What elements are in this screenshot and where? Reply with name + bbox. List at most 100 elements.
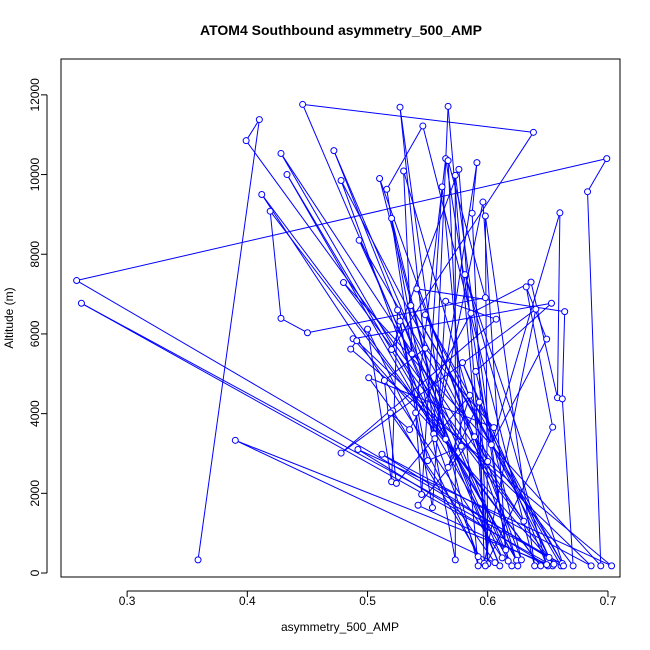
data-point bbox=[457, 442, 465, 450]
data-point bbox=[365, 374, 373, 382]
data-point bbox=[597, 562, 605, 570]
data-point bbox=[459, 359, 467, 367]
series-line-segment bbox=[397, 309, 509, 562]
series-line-segment bbox=[269, 211, 282, 319]
data-point bbox=[303, 329, 311, 337]
plot-frame bbox=[60, 58, 621, 578]
data-point bbox=[277, 314, 285, 322]
x-tick-label: 0.4 bbox=[239, 594, 256, 608]
series-line-segment bbox=[424, 314, 550, 558]
series-line-segment bbox=[464, 274, 564, 567]
data-point bbox=[408, 350, 416, 358]
data-point bbox=[418, 491, 426, 499]
data-point bbox=[532, 305, 540, 313]
series-line-segment bbox=[462, 362, 548, 565]
series-line-segment bbox=[280, 317, 308, 334]
data-point bbox=[502, 546, 510, 554]
series-line-segment bbox=[286, 174, 513, 567]
data-point bbox=[461, 271, 469, 279]
series-line-segment bbox=[368, 377, 394, 412]
x-tick-label: 0.6 bbox=[479, 594, 496, 608]
series-line-segment bbox=[475, 371, 522, 560]
data-point bbox=[490, 424, 498, 432]
series-line-segment bbox=[356, 340, 592, 567]
y-tick-label: 6000 bbox=[28, 320, 42, 347]
series-line-segment bbox=[245, 119, 260, 141]
series-line-segment bbox=[357, 449, 612, 567]
data-point bbox=[547, 299, 555, 307]
series-line-segment bbox=[399, 107, 447, 440]
series-line-segment bbox=[391, 132, 534, 350]
series-line-segment bbox=[340, 180, 489, 462]
data-point bbox=[517, 556, 525, 564]
data-point bbox=[355, 236, 363, 244]
series-line-segment bbox=[416, 288, 565, 313]
series-line-segment bbox=[386, 125, 424, 190]
data-point bbox=[428, 504, 436, 512]
series-line-segment bbox=[417, 504, 549, 567]
data-point bbox=[531, 562, 539, 570]
data-point bbox=[277, 149, 285, 157]
data-point bbox=[421, 311, 429, 319]
data-point bbox=[560, 562, 567, 570]
series-line-segment bbox=[490, 212, 561, 445]
series-line-segment bbox=[434, 201, 484, 439]
series-line-segment bbox=[409, 312, 472, 430]
chart-title: ATOM4 Southbound asymmetry_500_AMP bbox=[200, 22, 482, 38]
series-line-segment bbox=[415, 158, 447, 413]
data-point bbox=[266, 207, 274, 215]
series-line-segment bbox=[381, 453, 562, 567]
data-point bbox=[472, 367, 480, 375]
series-line-segment bbox=[471, 162, 478, 214]
data-point bbox=[504, 557, 512, 565]
data-point bbox=[471, 433, 479, 441]
data-point bbox=[561, 308, 569, 316]
series-line-segment bbox=[424, 314, 563, 564]
data-point bbox=[380, 377, 388, 385]
y-axis-label: Altitude (m) bbox=[2, 287, 16, 348]
data-point bbox=[550, 560, 558, 568]
data-point bbox=[537, 562, 545, 570]
y-tick-label: 8000 bbox=[28, 241, 42, 268]
data-point bbox=[388, 214, 396, 222]
data-point bbox=[337, 177, 345, 185]
data-point bbox=[353, 337, 361, 345]
data-point bbox=[444, 157, 452, 165]
data-point bbox=[77, 299, 85, 307]
data-point bbox=[340, 279, 348, 287]
series-line-segment bbox=[392, 410, 486, 567]
series-line-segment bbox=[81, 302, 563, 565]
series-line-segment bbox=[427, 445, 462, 462]
data-point bbox=[406, 426, 414, 434]
data-point bbox=[520, 517, 528, 525]
x-tick-label: 0.7 bbox=[600, 594, 617, 608]
data-point bbox=[467, 309, 475, 317]
series-line-segment bbox=[561, 398, 574, 566]
data-point bbox=[394, 306, 402, 314]
series-line-segment bbox=[357, 449, 549, 567]
x-tick-label: 0.5 bbox=[359, 594, 376, 608]
data-point bbox=[481, 212, 489, 220]
data-point bbox=[396, 317, 404, 325]
data-point bbox=[444, 463, 452, 471]
series-line-segment bbox=[431, 301, 447, 508]
data-point bbox=[545, 553, 553, 561]
data-point bbox=[451, 171, 459, 179]
series-line-segment bbox=[76, 280, 563, 565]
data-point bbox=[73, 277, 81, 285]
data-point bbox=[231, 436, 239, 444]
series-line-segment bbox=[197, 119, 260, 560]
data-point bbox=[392, 479, 400, 487]
data-point bbox=[283, 171, 291, 179]
data-point bbox=[255, 116, 263, 124]
data-point bbox=[419, 122, 427, 130]
series-line-segment bbox=[379, 178, 479, 566]
data-point bbox=[569, 562, 577, 570]
data-point bbox=[496, 562, 504, 570]
series-line-segment bbox=[76, 158, 607, 282]
data-point bbox=[337, 449, 345, 457]
series-line-segment bbox=[350, 348, 612, 567]
series-line-segment bbox=[416, 288, 522, 561]
series-line-segment bbox=[447, 395, 471, 468]
x-tick-label: 0.3 bbox=[119, 594, 136, 608]
